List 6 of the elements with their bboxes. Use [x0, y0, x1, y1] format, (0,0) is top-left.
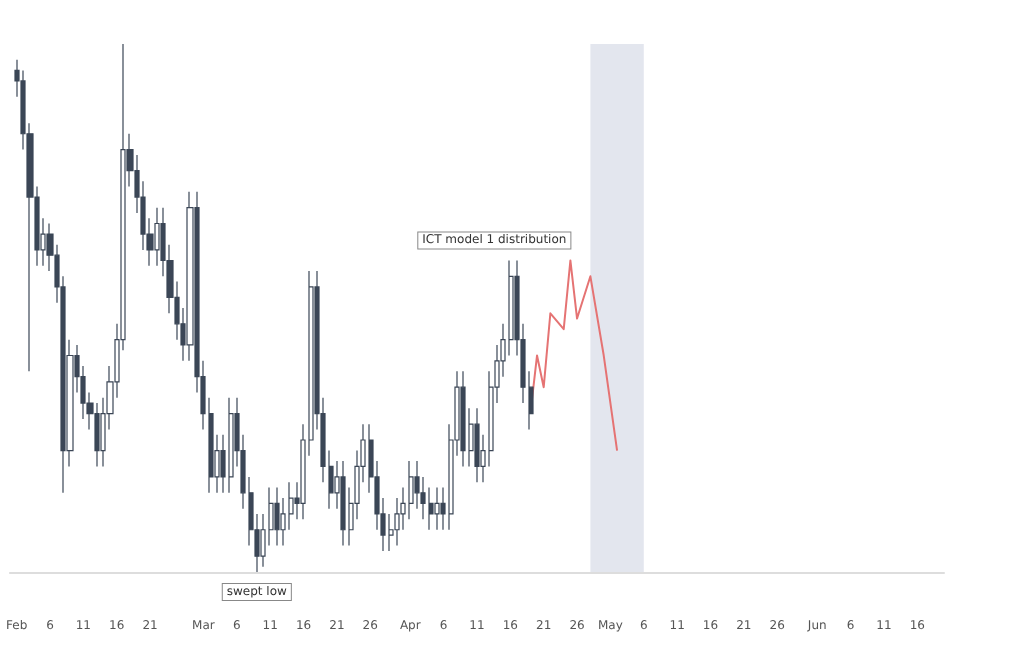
candlestick	[228, 397, 234, 494]
candlestick	[274, 486, 280, 547]
candlestick	[340, 460, 346, 547]
candlestick	[434, 486, 440, 531]
candlestick	[460, 370, 466, 467]
candlestick	[474, 407, 480, 483]
